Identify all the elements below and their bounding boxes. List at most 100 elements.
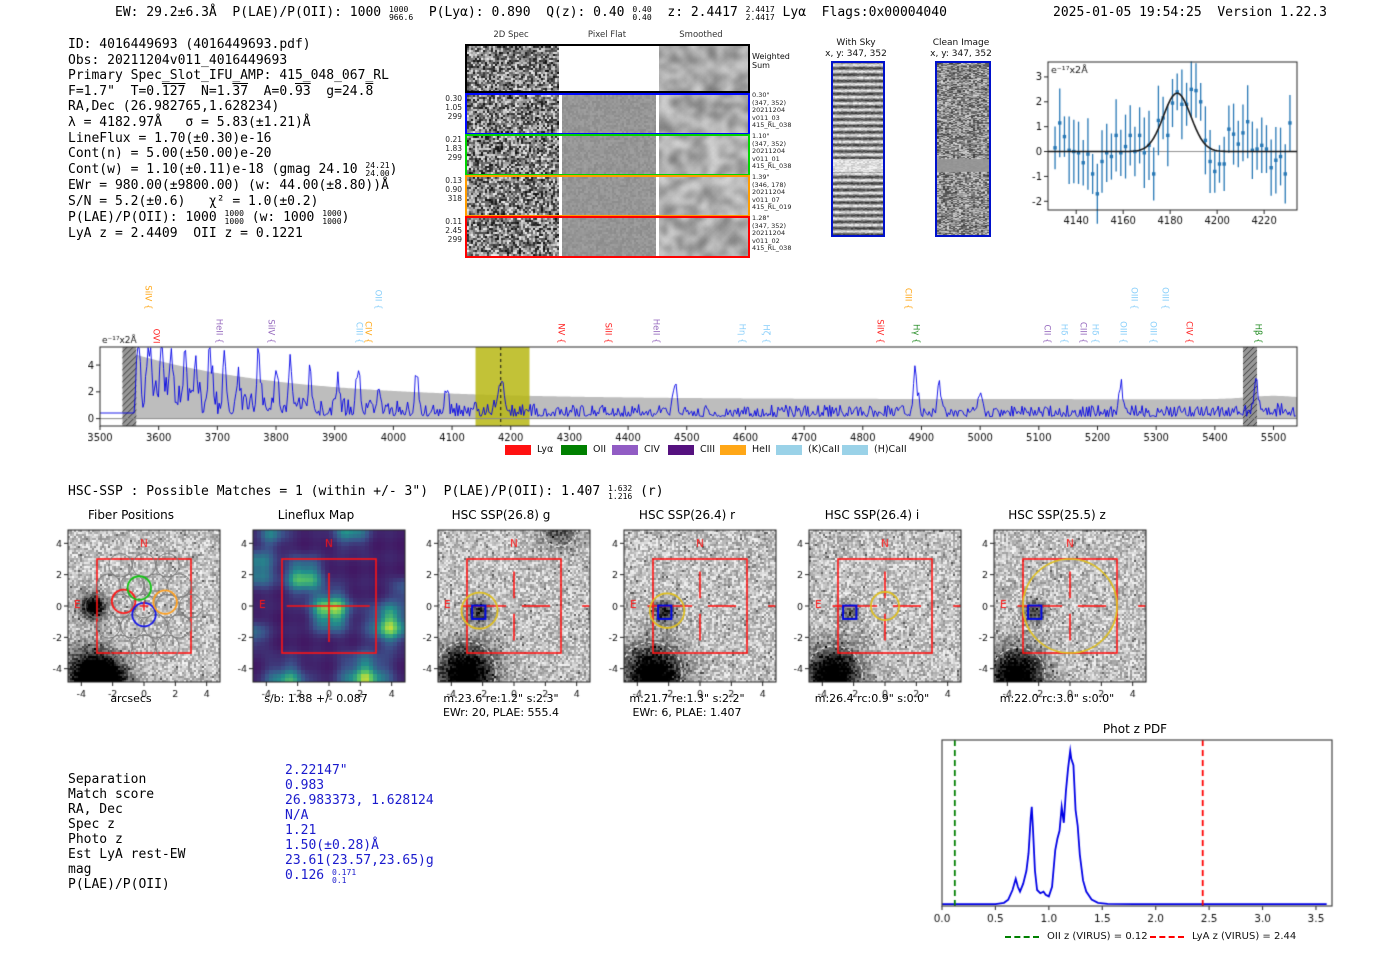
header-summary: EW: 29.2±6.3Å P(LAE)/P(OII): 1000 1000 96… [115,4,947,22]
spec2d-column-title: Pixel Flat [587,30,627,40]
spec2d-row-weights: 0.13 0.90 318 [445,176,462,203]
spec2d-image-smooth [659,177,748,215]
info-line: LineFlux = 1.70(±0.30)e-16 [68,130,272,146]
spec2d-image-spec [467,218,559,256]
cutout-title: HSC SSP(26.4) i [824,508,920,522]
OII-legend-swatch [561,444,587,455]
cutout-caption: arcsecs [110,692,152,705]
match-table-label: mag [68,862,92,877]
cutout-caption2: EWr: 20, PLAE: 555.4 [442,706,560,719]
spec2d-fiber-row [465,134,750,176]
info-line: LyA z = 2.4409 OII z = 0.1221 [68,226,303,242]
info-line: ID: 4016449693 (4016449693.pdf) [68,37,311,52]
photz-legend-label: OII z (VIRUS) = 0.12 [1047,931,1148,942]
cutout-title: Lineflux Map [277,508,355,522]
legend-label: HeII [752,444,771,455]
spec2d-fiber-row [465,175,750,217]
spec2d-column-title: 2D Spec [493,30,529,40]
spec2d-row-id: 1.39" (346, 178) 20211204 v011_07 415_RL_019 [752,173,792,212]
spec2d-row-id: 1.10" (347, 352) 20211204 v011_01 415_RL_038 [752,132,792,171]
legend-label: CIV [644,444,660,455]
info-line: Cont(w) = 1.10(±0.11)e-18 (gmag 24.10 24… [68,161,398,179]
dashed-line-swatch [1005,935,1039,938]
spec2d-image-flat [562,218,656,256]
photz-legend-label: LyA z (VIRUS) = 2.44 [1192,931,1297,942]
spec2d-row-weights: 0.21 1.83 299 [445,135,462,162]
spectrum-legend-item: (H)CaII [842,444,907,455]
with-sky-panel-image [831,61,885,237]
(K)CaII-legend-swatch [776,444,802,455]
detection-info-panel: ID: 4016449693 (4016449693.pdf) Obs: 2021… [68,37,397,242]
spec2d-image-smooth [659,46,748,91]
cutout-image-fiber [36,526,226,708]
spectrum-line-label: OIII { [1159,286,1170,309]
match-table-label: RA, Dec [68,802,123,817]
spec2d-weighted-row [465,44,750,93]
legend-label: Lyα [537,444,554,455]
spectrum-legend-item: Lyα [505,444,553,455]
info-line: P(LAE)/P(OII): 1000 1000 1000 (w: 1000 10… [68,209,350,227]
spec2d-row-weights: 0.11 2.45 299 [445,217,462,244]
match-table-label: P(LAE)/P(OII) [68,877,170,892]
HeII-legend-swatch [720,444,746,455]
cutout-image-hsc [592,526,782,708]
Lyα-legend-swatch [505,444,531,455]
clean-image-panel-title: Clean Image x, y: 347, 352 [930,38,992,59]
match-table-value: 1.21 [285,823,317,838]
spec2d-image-spec [467,177,559,215]
cutout-caption2: EWr: 6, PLAE: 1.407 [632,706,742,719]
cutout-caption: m:26.4 rc:0.9" s:0.0" [814,692,930,705]
spec2d-image-spec [467,46,559,91]
cutout-caption: s/b: 1.88 +/- 0.087 [264,692,368,705]
spec2d-image-spec [467,95,559,133]
photz-title: Phot z PDF [1102,722,1168,736]
cutout-title: HSC SSP(25.5) z [1008,508,1106,522]
spec2d-row-id: 0.30" (347, 352) 20211204 v011_03 415_RL_038 [752,91,792,130]
info-line: RA,Dec (26.982765,1.628234) [68,99,280,115]
cutout-caption: m:22.0 rc:3.0" s:0.0" [999,692,1115,705]
cutout-image-hsc [406,526,596,708]
info-line: Cont(n) = 5.00(±50.00)e-20 [68,146,272,162]
emission-line-fit-plot [1030,46,1315,231]
match-table-label: Match score [68,787,155,802]
match-table-value: 0.983 [285,778,325,793]
info-line: λ = 4182.97Å σ = 5.83(±1.21)Å [68,114,311,130]
CIII-legend-swatch [668,444,694,455]
with-sky-panel-title: With Sky x, y: 347, 352 [825,38,887,59]
match-table-label: Est LyA rest-EW [68,847,186,862]
legend-label: (K)CaII [808,444,840,455]
spec2d-weighted-label: Weighted Sum [752,52,790,70]
clean-image-panel-image [935,61,991,237]
info-line: EWr = 980.00(±9800.00) (w: 44.00(±8.80))… [68,178,389,194]
photz-legend-item: LyA z (VIRUS) = 2.44 [1150,931,1296,942]
spec2d-image-flat [562,136,656,174]
(H)CaII-legend-swatch [842,444,868,455]
cutout-caption: m:23.6 re:1.2" s:2.3" [443,692,559,705]
spec2d-image-smooth [659,218,748,256]
spec2d-row-id: 1.28" (347, 352) 20211204 v011_02 415_RL_038 [752,214,792,253]
match-table-value: 23.61(23.57,23.65)g [285,853,434,868]
spec2d-row-weights: 0.30 1.05 299 [445,94,462,121]
spec2d-image-flat [562,95,656,133]
spec2d-image-white [562,46,656,91]
photz-pdf-plot [930,734,1350,944]
legend-label: (H)CaII [874,444,907,455]
spectrum-legend-item: OII [561,444,606,455]
spec2d-image-smooth [659,95,748,133]
match-table-value: 0.126 0.171 0.1 [285,867,357,885]
spectrum-legend-item: CIII [668,444,715,455]
cutout-image-hsc [777,526,967,708]
CIV-legend-swatch [612,444,638,455]
spec2d-image-flat [562,177,656,215]
match-table-value: 26.983373, 1.628124 [285,793,434,808]
match-table-value: 1.50(±0.28)Å [285,838,379,853]
spectrum-legend-item: (K)CaII [776,444,840,455]
dashed-line-swatch [1150,935,1184,938]
spec2d-column-title: Smoothed [679,30,723,40]
spectrum-line-label: OII { [372,289,383,309]
hsc-match-summary: HSC-SSP : Possible Matches = 1 (within +… [68,483,664,501]
cutout-title: HSC SSP(26.8) g [451,508,551,522]
cutout-image-hsc [962,526,1152,708]
cutout-image-map [221,526,411,708]
